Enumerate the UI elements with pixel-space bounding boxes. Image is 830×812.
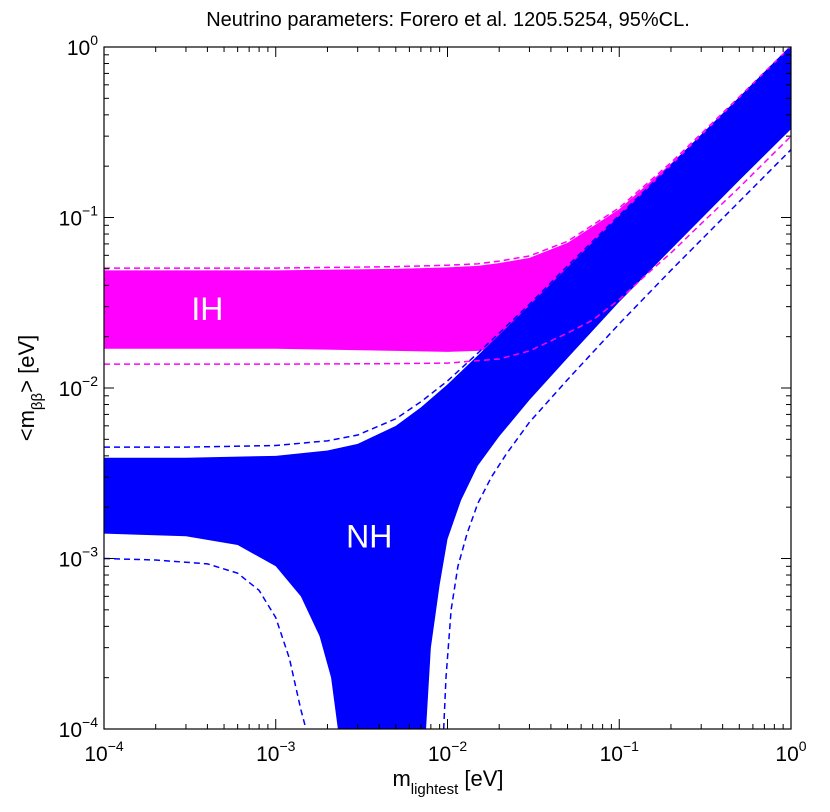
x-tick-label: 100 [775,738,806,766]
dashed-nh-upper-2 [104,47,791,448]
y-tick-label: 10−3 [59,544,99,572]
x-tick-label: 10−2 [428,738,468,766]
x-axis-label: mlightest [eV] [392,766,503,798]
x-tick-label: 10−3 [256,738,296,766]
plot-area: IH NH [103,46,792,730]
x-tick-label: 10−4 [84,738,124,766]
x-tick-label: 10−1 [600,738,640,766]
y-tick-label: 10−4 [59,714,99,742]
dashed-nh-lower-4 [442,149,791,729]
region-label-ih: IH [191,291,223,327]
region-nh [104,47,791,729]
dashed-ih-lower-1 [104,135,791,365]
y-tick-label: 100 [67,32,98,60]
y-tick-label: 10−1 [59,203,99,231]
dashed-nh-lower-3 [104,557,307,729]
dashed-ih-upper-0 [104,47,791,269]
y-axis-label: <mββ> [eV] [14,335,46,442]
plot-frame [103,46,792,730]
region-label-nh: NH [346,519,392,555]
chart-title: Neutrino parameters: Forero et al. 1205.… [206,9,690,31]
y-tick-label: 10−2 [59,373,99,401]
